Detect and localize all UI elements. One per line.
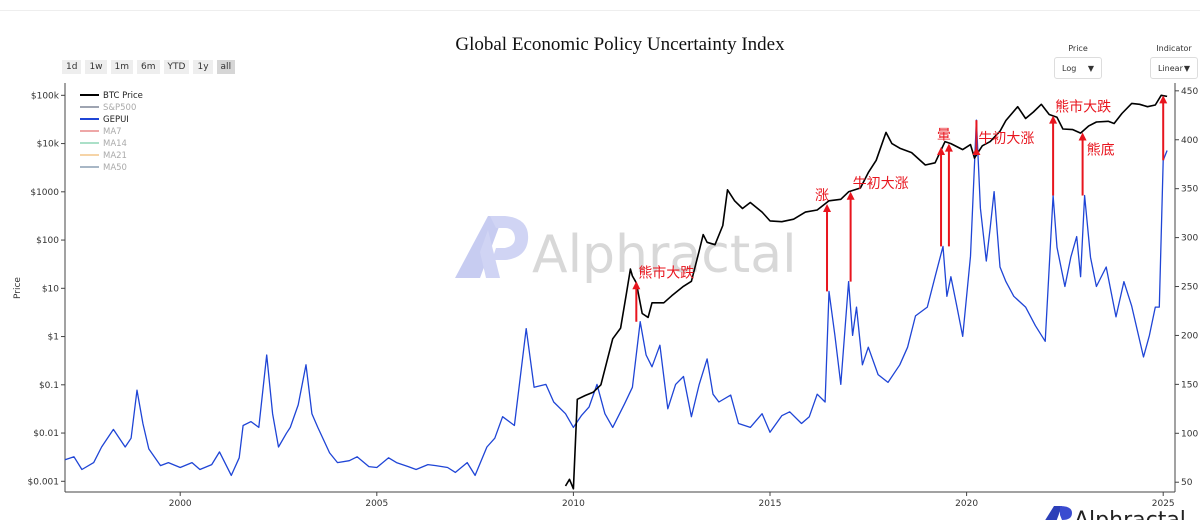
annotation-label: 熊市大跌 xyxy=(1055,99,1111,116)
watermark-logo: Alphractal xyxy=(455,216,797,285)
x-tick-label: 2010 xyxy=(562,499,585,509)
watermark-logo-icon-part xyxy=(480,216,529,278)
annotation-arrowhead-icon xyxy=(632,281,641,290)
x-tick-label: 2015 xyxy=(759,499,782,509)
y-left-tick-label: $0.01 xyxy=(33,429,59,439)
range-1w-button[interactable]: 1w xyxy=(85,60,107,74)
y-left-tick-label: $1000 xyxy=(30,188,59,198)
price-scale-control: Price Log ▼ xyxy=(1054,44,1102,79)
annotation-arrowhead-icon xyxy=(937,146,946,155)
y-right-tick-label: 300 xyxy=(1181,234,1198,244)
annotation-arrowhead-icon xyxy=(846,191,855,200)
indicator-scale-control: Indicator Linear ▼ xyxy=(1150,44,1198,79)
footer-logo-icon xyxy=(1045,506,1062,520)
y-right-tick-label: 150 xyxy=(1181,380,1198,390)
x-tick-label: 2020 xyxy=(955,499,978,509)
range-6m-button[interactable]: 6m xyxy=(137,60,160,74)
footer-logo: Alphractal xyxy=(1045,506,1186,520)
range-ytd-button[interactable]: YTD xyxy=(163,60,190,74)
annotation-label: 暈 xyxy=(937,128,951,144)
range-1y-button[interactable]: 1y xyxy=(193,60,213,74)
y-right-tick-label: 200 xyxy=(1181,331,1198,341)
y-left-tick-label: $0.1 xyxy=(39,381,59,391)
price-scale-value: Log xyxy=(1062,63,1077,73)
annotation-arrowhead-icon xyxy=(944,143,953,152)
price-scale-label: Price xyxy=(1068,44,1088,53)
annotation-label: 涨 xyxy=(815,188,829,204)
y-left-tick-label: $10k xyxy=(37,140,60,150)
y-right-tick-label: 50 xyxy=(1181,478,1193,488)
y-left-tick-label: $100 xyxy=(36,236,59,246)
top-divider xyxy=(0,10,1200,11)
annotation-label: 牛初大涨 xyxy=(853,175,909,192)
annotation-arrowhead-icon xyxy=(1159,95,1168,104)
annotation-label: 牛初大涨 xyxy=(978,130,1034,147)
legend-item-btcprice: BTC Price xyxy=(103,91,143,101)
annotation-arrowhead-icon xyxy=(972,146,981,155)
annotation-arrowhead-icon xyxy=(1078,132,1087,141)
x-tick-label: 2005 xyxy=(365,499,388,509)
y-left-tick-label: $0.001 xyxy=(28,477,60,487)
indicator-scale-value: Linear xyxy=(1158,63,1183,73)
x-tick-label: 2000 xyxy=(169,499,192,509)
range-1m-button[interactable]: 1m xyxy=(110,60,134,74)
watermark-logo-icon xyxy=(455,216,503,278)
y-left-tick-label: $10 xyxy=(42,284,59,294)
annotation-label: 熊底 xyxy=(1087,142,1115,158)
indicator-scale-label: Indicator xyxy=(1156,44,1192,53)
annotation-label: 熊市大跌 xyxy=(638,264,694,281)
x-tick-label: 2025 xyxy=(1152,499,1175,509)
series-line-btc-price xyxy=(564,94,1168,490)
range-all-button[interactable]: all xyxy=(216,60,236,74)
legend-item-gepui: GEPUI xyxy=(103,115,129,125)
dropdown-arrow-icon: ▼ xyxy=(1087,63,1094,73)
y-right-tick-label: 350 xyxy=(1181,185,1198,195)
annotation-arrowhead-icon xyxy=(1049,115,1058,124)
footer-logo-icon-part xyxy=(1060,506,1072,520)
legend-item-ma21: MA21 xyxy=(103,151,127,161)
indicator-scale-select[interactable]: Linear ▼ xyxy=(1150,57,1198,79)
legend-item-sp500: S&P500 xyxy=(103,103,136,113)
y-right-tick-label: 450 xyxy=(1181,87,1198,97)
footer-logo-text: Alphractal xyxy=(1074,508,1186,520)
y-left-tick-label: $1 xyxy=(48,333,59,343)
series-line-gepui xyxy=(64,119,1168,477)
y-left-tick-label: $100k xyxy=(31,91,60,101)
legend-item-ma14: MA14 xyxy=(103,139,127,149)
dropdown-arrow-icon: ▼ xyxy=(1183,63,1190,73)
watermark-text: Alphractal xyxy=(532,225,797,285)
y-right-tick-label: 100 xyxy=(1181,429,1198,439)
y-axis-label: Price xyxy=(13,277,23,299)
legend-item-ma7: MA7 xyxy=(103,127,122,137)
y-right-tick-label: 400 xyxy=(1181,136,1198,146)
range-1d-button[interactable]: 1d xyxy=(62,60,82,74)
range-selector: 1d 1w 1m 6m YTD 1y all xyxy=(62,60,236,74)
legend-item-ma50: MA50 xyxy=(103,163,127,173)
y-right-tick-label: 250 xyxy=(1181,283,1198,293)
price-scale-select[interactable]: Log ▼ xyxy=(1054,57,1102,79)
annotation-arrowhead-icon xyxy=(823,203,832,212)
chart-title: Global Economic Policy Uncertainty Index xyxy=(455,34,785,55)
